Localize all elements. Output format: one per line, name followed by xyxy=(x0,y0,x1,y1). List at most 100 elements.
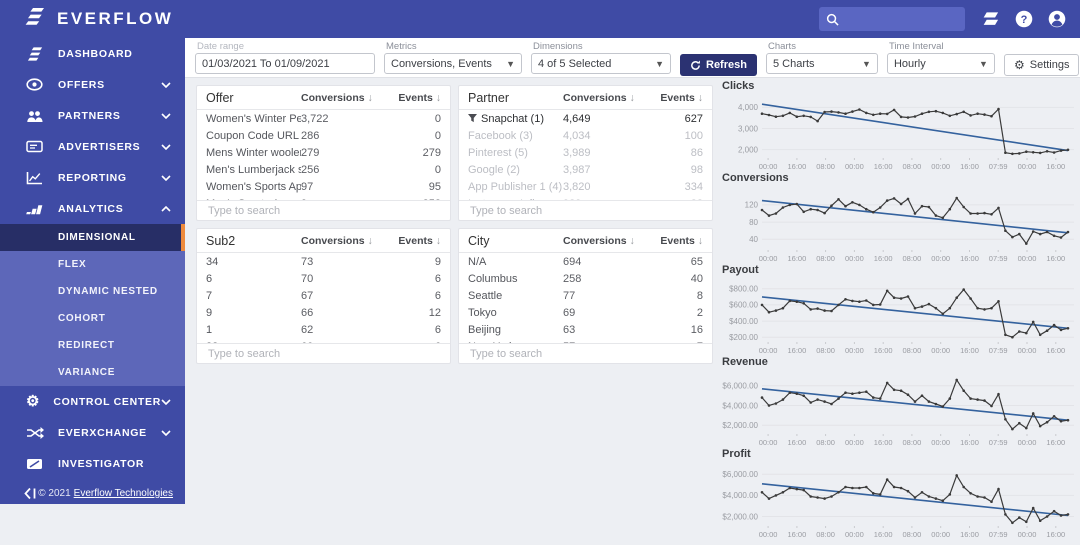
sidebar-subitem-dimensional[interactable]: DIMENSIONAL xyxy=(0,224,185,251)
table-row[interactable]: 34 73 9 xyxy=(197,253,450,270)
sort-desc-icon: ↓ xyxy=(367,235,373,247)
sidebar-item-control-center[interactable]: ⚙ CONTROL CENTER xyxy=(0,386,185,417)
sidebar-item-dashboard[interactable]: DASHBOARD xyxy=(0,38,185,69)
charts-field: Charts 5 Charts ▼ xyxy=(765,41,878,76)
column-header-events[interactable]: Events ↓ xyxy=(398,235,441,247)
table-row[interactable]: New York 577 xyxy=(459,338,712,344)
charts-select[interactable]: 5 Charts ▼ xyxy=(765,53,878,74)
column-header-conversions[interactable]: Conversions ↓ xyxy=(301,92,373,104)
chevron-down-icon xyxy=(161,143,171,150)
svg-text:16:00: 16:00 xyxy=(788,162,807,171)
table-row[interactable]: 1 62 6 xyxy=(197,321,450,338)
table-title: Partner xyxy=(468,91,509,105)
row-conversions: 3,989 xyxy=(563,146,591,159)
messages-icon[interactable] xyxy=(981,10,1000,29)
table-row[interactable]: Pinterest (5) 3,989 86 xyxy=(459,144,712,161)
sidebar-item-label: OFFERS xyxy=(58,78,105,91)
date-range-input[interactable] xyxy=(195,53,375,74)
sidebar-item-analytics[interactable]: ANALYTICS xyxy=(0,193,185,224)
table-row[interactable]: 7 67 6 xyxy=(197,287,450,304)
row-conversions: 256 xyxy=(301,163,320,176)
sidebar-item-partners[interactable]: PARTNERS xyxy=(0,100,185,131)
partners-icon xyxy=(26,110,46,122)
table-row[interactable]: Columbus 258 40 xyxy=(459,270,712,287)
svg-text:16:00: 16:00 xyxy=(788,254,807,263)
table-row[interactable]: 6 70 6 xyxy=(197,270,450,287)
sidebar-item-investigator[interactable]: INVESTIGATOR xyxy=(0,448,185,479)
chart-plot-conversions[interactable]: 40 80 120 00:00 16:00 08:00 00:00 16:00 08:00 00:… xyxy=(722,186,1074,264)
refresh-button[interactable]: Refresh xyxy=(680,54,757,76)
table-row[interactable]: Beijing 63 16 xyxy=(459,321,712,338)
filter-funnel-icon xyxy=(468,114,477,123)
table-row[interactable]: Coupon Code URL Example to ...286 0 xyxy=(197,127,450,144)
table-row[interactable]: Tokyo 69 2 xyxy=(459,304,712,321)
metrics-select[interactable]: Conversions, Events ▼ xyxy=(384,53,522,74)
settings-button[interactable]: ⚙ Settings xyxy=(1003,54,1080,76)
svg-text:$2,000.00: $2,000.00 xyxy=(722,512,758,521)
column-header-events[interactable]: Events ↓ xyxy=(660,92,703,104)
chart-plot-revenue[interactable]: $2,000.00 $4,000.00 $6,000.00 00:00 16:00 08:… xyxy=(722,370,1074,448)
svg-text:07:59: 07:59 xyxy=(989,162,1008,171)
column-header-conversions[interactable]: Conversions ↓ xyxy=(301,235,373,247)
time-interval-select[interactable]: Hourly ▼ xyxy=(886,53,995,74)
table-row[interactable]: Google (2) 3,987 98 xyxy=(459,161,712,178)
user-account-icon[interactable] xyxy=(1047,10,1066,29)
dimensions-select[interactable]: 4 of 5 Selected ▼ xyxy=(531,53,671,74)
sidebar-item-offers[interactable]: OFFERS xyxy=(0,69,185,100)
sidebar-item-everxchange[interactable]: EVERXCHANGE xyxy=(0,417,185,448)
sidebar-subitem-variance[interactable]: VARIANCE xyxy=(58,367,116,378)
chart-plot-profit[interactable]: $2,000.00 $4,000.00 $6,000.00 00:00 16:00 08:… xyxy=(722,462,1074,540)
global-search-input[interactable] xyxy=(845,12,955,26)
table-row[interactable]: Men's Lumberjack shirt 2019 (4)256 0 xyxy=(197,161,450,178)
chevron-down-icon: ▼ xyxy=(506,58,515,69)
sidebar-subitem-cohort[interactable]: COHORT xyxy=(58,313,106,324)
svg-text:00:00: 00:00 xyxy=(1018,162,1037,171)
row-conversions: 9 xyxy=(301,198,389,201)
row-name: 33 xyxy=(206,341,218,344)
row-events: 16 xyxy=(690,323,703,336)
sort-desc-icon: ↓ xyxy=(697,235,703,247)
sidebar-subitem-redirect[interactable]: REDIRECT xyxy=(58,340,115,351)
table-row[interactable]: 9 66 12 xyxy=(197,304,450,321)
svg-text:08:00: 08:00 xyxy=(903,162,922,171)
table-search-input[interactable] xyxy=(468,346,703,361)
column-header-events[interactable]: Events ↓ xyxy=(398,92,441,104)
table-row[interactable]: Men's Sports Apparel USA (3)9253 xyxy=(197,195,450,201)
table-row[interactable]: Instagram Influencer (7)92988 xyxy=(459,195,712,201)
table-row[interactable]: Women's Sports Apparel - USA...97 95 xyxy=(197,178,450,195)
svg-text:08:00: 08:00 xyxy=(816,254,835,263)
svg-text:00:00: 00:00 xyxy=(931,162,950,171)
sidebar-subitem-dynamic-nested[interactable]: DYNAMIC NESTED xyxy=(58,286,158,297)
everflow-technologies-link[interactable]: Everflow Technologies xyxy=(73,488,173,499)
chart-title: Payout xyxy=(722,264,759,276)
copyright-text: © 2021 xyxy=(38,488,71,499)
svg-text:16:00: 16:00 xyxy=(874,530,893,539)
help-icon[interactable]: ? xyxy=(1014,10,1033,29)
table-search-input[interactable] xyxy=(206,346,441,361)
sidebar-item-advertisers[interactable]: ADVERTISERS xyxy=(0,131,185,162)
column-header-conversions[interactable]: Conversions ↓ xyxy=(563,235,635,247)
chart-plot-payout[interactable]: $200.00 $400.00 $600.00 $800.00 00:00 16:00 08… xyxy=(722,278,1074,356)
table-row[interactable]: Women's Winter Peacoat 2020 (1)3,722 0 xyxy=(197,110,450,127)
column-header-conversions[interactable]: Conversions ↓ xyxy=(563,92,635,104)
table-search-input[interactable] xyxy=(468,203,703,218)
row-events: 88 xyxy=(651,198,703,201)
table-search-input[interactable] xyxy=(206,203,441,218)
sidebar-subitem-flex[interactable]: FLEX xyxy=(58,259,87,270)
table-row[interactable]: 33 606 xyxy=(197,338,450,344)
table-row[interactable]: Facebook (3) 4,034 100 xyxy=(459,127,712,144)
table-row[interactable]: App Publisher 1 (4) 3,820 334 xyxy=(459,178,712,195)
column-header-events[interactable]: Events ↓ xyxy=(660,235,703,247)
collapse-sidebar-icon[interactable] xyxy=(24,487,38,500)
dimensions-label: Dimensions xyxy=(533,41,583,52)
top-bar: EVERFLOW ? xyxy=(0,0,1080,38)
svg-text:16:00: 16:00 xyxy=(960,162,979,171)
table-row[interactable]: N/A 694 65 xyxy=(459,253,712,270)
row-name: Tokyo xyxy=(468,306,497,319)
table-row[interactable]: Seattle 77 8 xyxy=(459,287,712,304)
table-row[interactable]: Snapchat (1) 4,649 627 xyxy=(459,110,712,127)
chart-plot-clicks[interactable]: 2,000 3,000 4,000 00:00 16:00 08:00 00:00 16:00… xyxy=(722,94,1074,172)
row-events: 86 xyxy=(690,146,703,159)
sidebar-item-reporting[interactable]: REPORTING xyxy=(0,162,185,193)
